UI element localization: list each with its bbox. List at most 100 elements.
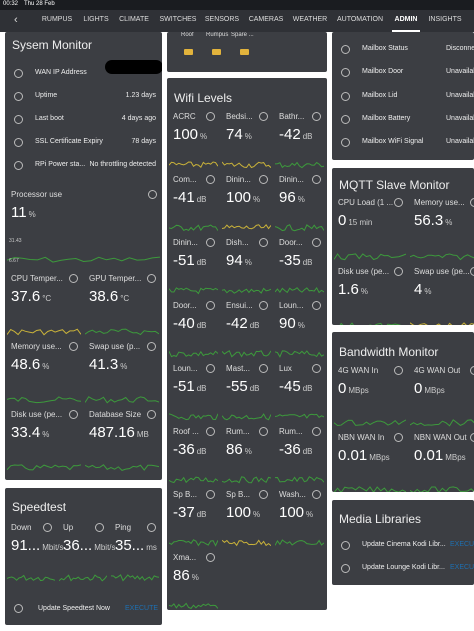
tile-icon [69, 342, 78, 351]
tile-icon [394, 366, 403, 375]
graph-line [169, 476, 218, 484]
tile-value-box: -51 dB [173, 378, 206, 396]
row-value: Unavailable [446, 91, 474, 99]
tile-value-box: 100% [226, 189, 260, 207]
card-title: Speedtest [12, 500, 67, 514]
tile-value-box: 86% [173, 567, 199, 585]
execute-button[interactable]: EXECUTE [450, 541, 474, 548]
tile-icon [259, 364, 268, 373]
button-label: Update Speedtest Now [38, 605, 110, 612]
history-graph [7, 256, 160, 263]
nav-tab[interactable]: RUMPUS [41, 16, 73, 23]
tile-value-box: 11% [11, 204, 36, 222]
tile-value-box: 36... Mbit/s [63, 537, 116, 555]
tile-unit: % [445, 218, 453, 227]
tile-name: Dinin... [173, 238, 198, 247]
media-card: Media Libraries Update Cinema Kodi Libr..… [332, 500, 474, 585]
graph-line [275, 224, 324, 232]
history-graph [111, 574, 159, 582]
tile-value-box: 91... Mbit/s [11, 537, 64, 555]
tile-value-box: 86% [226, 441, 252, 459]
history-graph [222, 350, 271, 358]
tile-value: 86 [173, 567, 190, 584]
tile-icon [147, 274, 156, 283]
nav-tab[interactable]: CLIMATE [119, 16, 149, 23]
tile-name: Mast... [226, 364, 251, 373]
tile-value-box: -51 dB [173, 252, 206, 270]
nav-tab[interactable]: LIGHTS [83, 16, 109, 23]
graph-line [334, 419, 406, 427]
status-bar: 00:32 Thu 28 Feb [0, 0, 474, 10]
card-title: Wifi Levels [174, 91, 233, 105]
tile-unit: dB [302, 132, 313, 141]
tile-icon [312, 490, 321, 499]
tile-unit: ms [146, 543, 157, 552]
execute-button[interactable]: EXECUTE [450, 564, 474, 571]
graph-line [339, 322, 402, 325]
tile-name: Swap use (pe... [414, 267, 470, 276]
history-graph [7, 464, 81, 471]
tile-value-box: -36 dB [173, 441, 206, 459]
tile-unit: dB [196, 384, 207, 393]
row-value: 4 days ago [121, 115, 156, 122]
row-icon [341, 564, 350, 573]
graph-line [275, 350, 324, 358]
tile-value: -41 [173, 189, 195, 206]
graph-line [334, 486, 406, 492]
row-value: Disconnected [446, 45, 474, 52]
tile-icon [312, 301, 321, 310]
history-graph [410, 322, 474, 325]
tile-value-box: -37 dB [173, 504, 206, 522]
history-graph [169, 350, 218, 358]
execute-button[interactable]: EXECUTE [125, 605, 159, 612]
tile-unit: dB [196, 258, 207, 267]
nav-tab[interactable]: INSIGHTS [428, 16, 462, 23]
tile-value-box: 37.6 °C [11, 288, 51, 306]
tile-value: 11 [11, 204, 27, 221]
graph-line [275, 161, 324, 169]
row-icon [341, 114, 350, 124]
nav-tab[interactable]: WEATHER [292, 16, 328, 23]
row-label: Mailbox Door [362, 68, 404, 76]
tile-name: Rum... [226, 427, 250, 436]
device-icon [240, 49, 249, 55]
row-value: 78 days [131, 138, 156, 145]
tile-name: Database Size [89, 410, 142, 419]
graph-line [410, 419, 474, 427]
tile-unit: dB [302, 258, 313, 267]
tile-icon [470, 433, 474, 442]
tile-name: CPU Load (1 ... [338, 198, 394, 207]
tile-value-box: 48.6% [11, 356, 49, 374]
tile-value: -35 [279, 252, 301, 269]
nav-tab[interactable]: AUTOMATION [336, 16, 384, 23]
tile-value: 100 [173, 126, 199, 143]
tile-value-box: -35 dB [279, 252, 312, 270]
tile-value: 0.01 [414, 447, 444, 464]
tile-name: Dish... [226, 238, 249, 247]
row-label: WAN IP Address [35, 69, 87, 76]
row-icon [14, 604, 23, 613]
tile-value-box: -36 dB [279, 441, 312, 459]
tile-name: Dinin... [279, 175, 304, 184]
mqtt-card: MQTT Slave Monitor CPU Load (1 ... 0 15 min… [332, 168, 474, 325]
row-icon [341, 45, 350, 54]
graph-line [222, 224, 271, 230]
tile-unit: dB [249, 384, 260, 393]
tile-unit: dB [302, 447, 313, 456]
row-icon [14, 161, 23, 170]
nav-tab[interactable]: SENSORS [204, 16, 240, 23]
tile-icon [206, 112, 215, 121]
nav-tab[interactable]: ADMIN [394, 16, 418, 23]
tile-unit: dB [249, 321, 260, 330]
tile-value-box: 0 15 min [338, 212, 372, 230]
nav-tab[interactable]: CAMERAS [248, 16, 284, 23]
history-graph [169, 413, 218, 421]
nav-tab[interactable]: SWITCHES [159, 16, 197, 23]
tile-icon [69, 274, 78, 283]
tile-unit: dB [196, 195, 207, 204]
back-button[interactable]: ‹ [14, 14, 18, 26]
history-graph [85, 396, 159, 404]
history-graph [410, 419, 474, 427]
tile-name: Processor use [11, 190, 63, 199]
tile-name: Loun... [279, 301, 304, 310]
